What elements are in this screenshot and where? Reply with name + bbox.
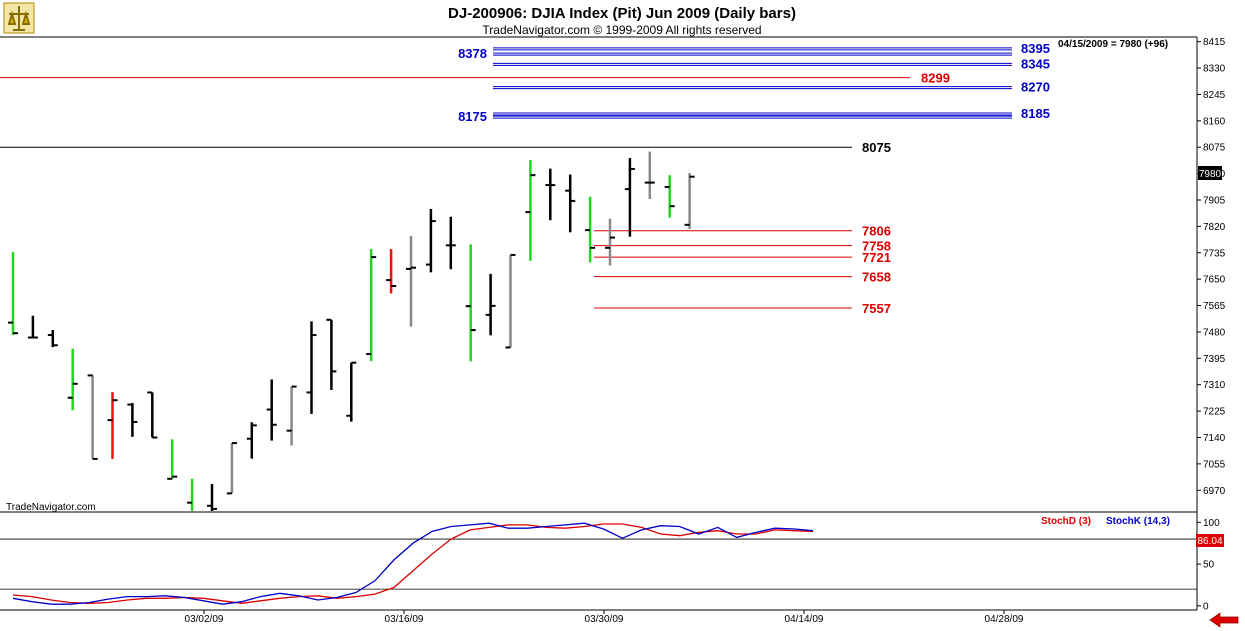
price-tick-label: 7140: [1203, 433, 1226, 444]
price-badge-box: [1198, 166, 1222, 180]
level-label: 7557: [862, 301, 891, 316]
price-tick-label: 7565: [1203, 301, 1226, 312]
date-tick-label: 03/30/09: [585, 614, 624, 625]
chart-title: DJ-200906: DJIA Index (Pit) Jun 2009 (Da…: [448, 5, 796, 22]
last-quote-label: 04/15/2009 = 7980 (+96): [1058, 39, 1168, 50]
level-label: 8075: [862, 140, 891, 155]
level-label: 7658: [862, 270, 891, 285]
price-tick-label: 8415: [1203, 37, 1226, 48]
copyright-subtitle: TradeNavigator.com © 1999-2009 All right…: [482, 23, 761, 37]
stoch-tick-label: 0: [1203, 601, 1209, 612]
level-label: 8299: [921, 71, 950, 86]
price-badge: 7980: [1199, 169, 1222, 180]
stoch-tick-label: 100: [1203, 518, 1220, 529]
price-tick-label: 7310: [1203, 380, 1226, 391]
stoch-badge: 86.04: [1197, 536, 1222, 547]
price-tick-label: 7480: [1203, 327, 1226, 338]
price-tick-label: 7820: [1203, 222, 1226, 233]
level-label: 8270: [1021, 80, 1050, 95]
price-tick-label: 8160: [1203, 116, 1226, 127]
date-tick-label: 04/14/09: [785, 614, 824, 625]
level-label: 8175: [458, 109, 487, 124]
price-tick-label: 8075: [1203, 143, 1226, 154]
level-label: 8345: [1021, 56, 1050, 71]
level-label: 7758: [862, 239, 891, 254]
price-tick-label: 7905: [1203, 195, 1226, 206]
stoch-badge-box: [1196, 534, 1224, 547]
level-label: 8395: [1021, 41, 1050, 56]
price-tick-label: 8330: [1203, 64, 1226, 75]
level-label: 8185: [1021, 106, 1050, 121]
date-tick-label: 03/02/09: [185, 614, 224, 625]
stoch-series-line: [12, 522, 814, 605]
stoch-series-line: [12, 523, 814, 604]
level-label: 8378: [458, 46, 487, 61]
level-label: 7721: [862, 250, 891, 265]
stoch-tick-label: 50: [1203, 560, 1215, 571]
price-tick-label: 7055: [1203, 459, 1226, 470]
stochd-legend: StochD (3): [1041, 516, 1091, 527]
price-tick-label: 8245: [1203, 90, 1226, 101]
price-tick-label: 6970: [1203, 486, 1226, 497]
price-tick-label: 7225: [1203, 407, 1226, 418]
price-tick-label: 7395: [1203, 354, 1226, 365]
date-tick-label: 04/28/09: [985, 614, 1024, 625]
level-label: 7806: [862, 224, 891, 239]
price-tick-label: 7650: [1203, 275, 1226, 286]
price-tick-label: 7735: [1203, 248, 1226, 259]
watermark-text: TradeNavigator.com: [6, 502, 96, 513]
trade-navigator-logo-icon[interactable]: [3, 2, 35, 34]
left-arrow-icon[interactable]: [1209, 612, 1239, 628]
stochk-legend: StochK (14,3): [1106, 516, 1170, 527]
date-tick-label: 03/16/09: [385, 614, 424, 625]
